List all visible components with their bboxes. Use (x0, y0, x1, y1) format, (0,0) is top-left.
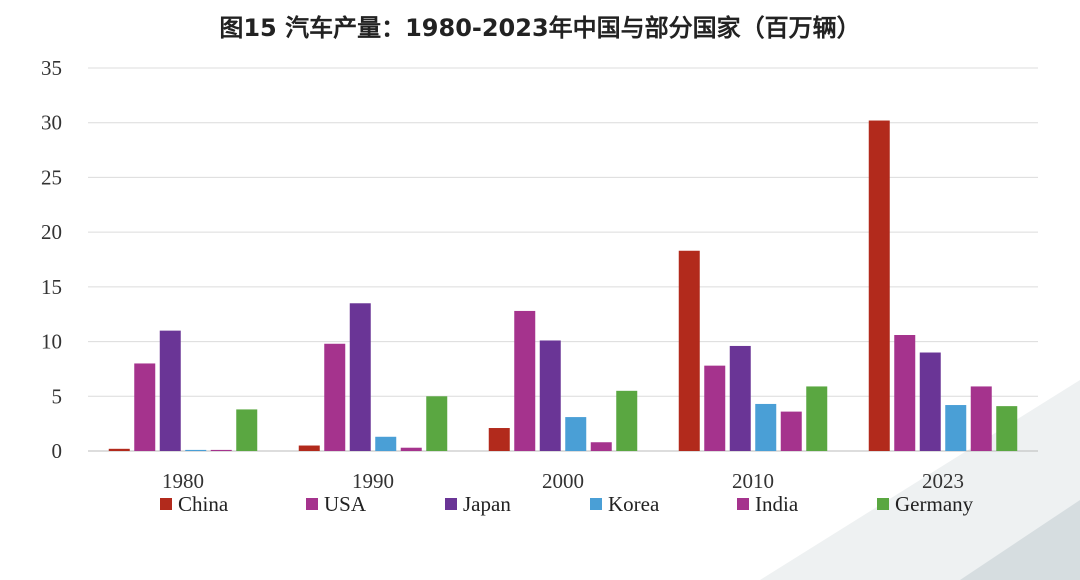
bar-india-2023 (970, 386, 992, 451)
bar-germany-2000 (616, 390, 638, 451)
bar-china-1990 (298, 445, 320, 451)
legend-swatch-japan (445, 498, 457, 510)
y-tick-label: 5 (52, 384, 63, 408)
legend-label-korea: Korea (608, 492, 660, 516)
bar-china-2010 (678, 250, 700, 451)
x-tick-label: 2010 (732, 469, 774, 493)
bar-india-2010 (780, 411, 802, 451)
y-tick-label: 30 (41, 111, 62, 135)
bar-korea-2000 (565, 417, 587, 451)
y-axis-ticks: 0 5 10 15 20 25 30 35 (41, 56, 62, 463)
bar-korea-2010 (755, 403, 777, 451)
bar-india-2000 (590, 442, 612, 451)
bar-japan-2023 (919, 352, 941, 451)
bar-usa-2000 (514, 310, 536, 451)
bar-usa-1990 (324, 343, 346, 451)
legend-label-india: India (755, 492, 799, 516)
x-axis-ticks: 1980 1990 2000 2010 2023 (162, 469, 964, 493)
x-tick-label: 1990 (352, 469, 394, 493)
legend-swatch-usa (306, 498, 318, 510)
bar-korea-1980 (185, 449, 207, 451)
x-tick-label: 1980 (162, 469, 204, 493)
deco-shape-dark (960, 500, 1080, 580)
bar-japan-1990 (349, 303, 371, 451)
bar-china-1980 (108, 448, 130, 451)
legend-label-japan: Japan (463, 492, 511, 516)
legend-swatch-india (737, 498, 749, 510)
chart-title: 图15 汽车产量：1980-2023年中国与部分国家（百万辆） (219, 14, 861, 42)
bar-usa-2023 (894, 335, 916, 451)
bar-germany-2010 (806, 386, 828, 451)
bar-china-2000 (488, 428, 510, 451)
legend-label-germany: Germany (895, 492, 974, 516)
bar-usa-1980 (134, 363, 156, 451)
bar-japan-2000 (539, 340, 561, 451)
x-tick-label: 2000 (542, 469, 584, 493)
bar-china-2023 (868, 120, 890, 452)
bar-india-1980 (210, 449, 232, 451)
legend-swatch-germany (877, 498, 889, 510)
bar-usa-2010 (704, 365, 726, 451)
legend-label-china: China (178, 492, 229, 516)
bar-korea-2023 (945, 405, 967, 451)
legend-label-usa: USA (324, 492, 367, 516)
bars (108, 120, 1018, 452)
bar-japan-1980 (159, 330, 181, 451)
y-tick-label: 35 (41, 56, 62, 80)
y-tick-label: 20 (41, 220, 62, 244)
y-tick-label: 25 (41, 165, 62, 189)
legend-swatch-korea (590, 498, 602, 510)
y-tick-label: 15 (41, 275, 62, 299)
y-tick-label: 0 (52, 439, 63, 463)
bar-germany-2023 (996, 406, 1018, 451)
legend-swatch-china (160, 498, 172, 510)
bar-germany-1990 (426, 396, 448, 451)
bar-korea-1990 (375, 436, 397, 451)
bar-india-1990 (400, 447, 422, 451)
y-tick-label: 10 (41, 330, 62, 354)
bar-japan-2010 (729, 345, 751, 451)
legend: China USA Japan Korea India Germany (160, 492, 974, 516)
bar-germany-1980 (236, 409, 258, 451)
x-tick-label: 2023 (922, 469, 964, 493)
